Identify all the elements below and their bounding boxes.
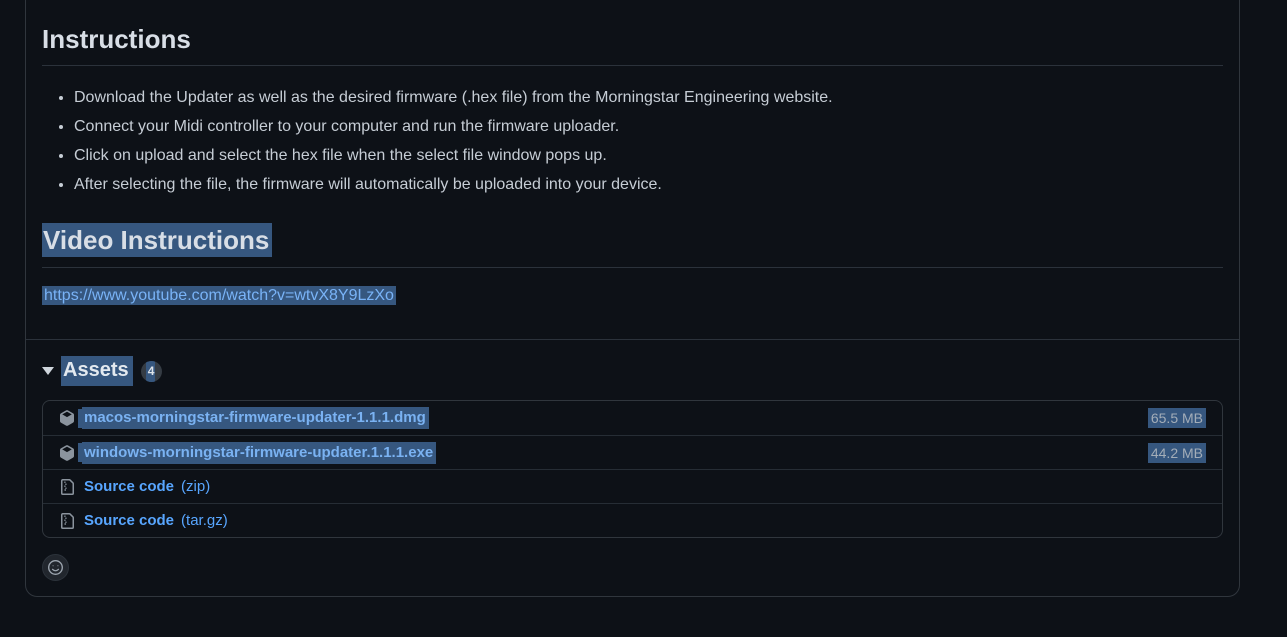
table-row: Source code (zip) — [43, 469, 1222, 503]
assets-toggle[interactable]: Assets 4 — [42, 356, 1223, 386]
file-zip-icon — [61, 478, 74, 495]
asset-size: 65.5 MB — [1147, 408, 1206, 428]
source-code-format[interactable]: (zip) — [181, 478, 211, 495]
source-code-format[interactable]: (tar.gz) — [181, 512, 228, 529]
release-card: Instructions Download the Updater as wel… — [25, 0, 1240, 597]
smiley-icon — [48, 560, 63, 575]
video-instructions-heading: Video Instructions — [42, 223, 1223, 268]
asset-download-link[interactable]: macos-morningstar-firmware-updater-1.1.1… — [82, 407, 429, 429]
package-icon — [60, 444, 74, 461]
list-item: Click on upload and select the hex file … — [74, 141, 1223, 170]
instructions-list: Download the Updater as well as the desi… — [42, 83, 1223, 199]
table-row: Source code (tar.gz) — [43, 503, 1222, 537]
assets-count: 4 — [147, 364, 155, 378]
chevron-down-icon — [42, 367, 54, 375]
source-code-link[interactable]: Source code — [84, 478, 175, 495]
file-zip-icon — [61, 512, 74, 529]
selected-heading-text: Video Instructions — [42, 223, 273, 257]
package-icon — [60, 410, 74, 426]
video-link-line: https://www.youtube.com/watch?v=wtvX8Y9L… — [42, 285, 1223, 307]
selection-band — [78, 408, 82, 428]
assets-label: Assets — [61, 356, 133, 386]
selection-band — [78, 443, 82, 462]
asset-size: 44.2 MB — [1147, 442, 1206, 463]
instructions-heading: Instructions — [42, 24, 1223, 66]
list-item: Connect your Midi controller to your com… — [74, 112, 1223, 141]
section-divider — [26, 339, 1239, 340]
release-notes: Instructions Download the Updater as wel… — [42, 0, 1223, 307]
source-code-link[interactable]: Source code — [84, 512, 175, 529]
table-row: windows-morningstar-firmware-updater.1.1… — [43, 435, 1222, 469]
youtube-link[interactable]: https://www.youtube.com/watch?v=wtvX8Y9L… — [42, 286, 396, 305]
assets-section: Assets 4 macos-morningstar-firmware-upda… — [42, 356, 1223, 581]
assets-count-badge: 4 — [140, 360, 162, 382]
list-item: After selecting the file, the firmware w… — [74, 170, 1223, 199]
list-item: Download the Updater as well as the desi… — [74, 83, 1223, 112]
selection-band — [145, 360, 155, 382]
asset-download-link[interactable]: windows-morningstar-firmware-updater.1.1… — [82, 441, 437, 464]
table-row: macos-morningstar-firmware-updater-1.1.1… — [43, 401, 1222, 435]
add-reaction-button[interactable] — [42, 554, 69, 581]
assets-list: macos-morningstar-firmware-updater-1.1.1… — [42, 400, 1223, 538]
